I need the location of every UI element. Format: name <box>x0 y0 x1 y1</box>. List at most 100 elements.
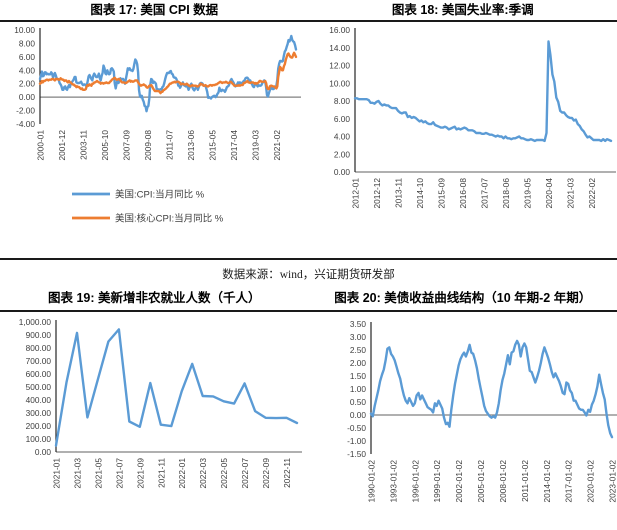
figure-titles-row-1: 图表 17: 美国 CPI 数据 图表 18: 美国失业率:季调 <box>0 0 617 20</box>
svg-text:1999-01-02: 1999-01-02 <box>432 460 442 503</box>
svg-text:2011-07: 2011-07 <box>164 130 174 160</box>
svg-text:2014-01-02: 2014-01-02 <box>541 460 551 503</box>
svg-text:2.00: 2.00 <box>19 79 36 89</box>
figure-20-title: 图表 20: 美债收益曲线结构（10 年期-2 年期） <box>334 291 592 305</box>
svg-text:1990-01-02: 1990-01-02 <box>366 460 376 503</box>
svg-text:2016-08: 2016-08 <box>457 178 467 209</box>
svg-text:2008-01-02: 2008-01-02 <box>497 460 507 503</box>
svg-text:2021-07: 2021-07 <box>114 458 124 489</box>
svg-text:2022-09: 2022-09 <box>261 458 271 489</box>
svg-text:2012-12: 2012-12 <box>371 178 381 209</box>
figure-17-us-cpi: 10.00 8.00 6.00 4.00 2.00 0.00 -2.00 -4.00 2000-… <box>0 22 309 258</box>
us-nonfarm-payrolls-line-chart: 1,000.00 900.00 800.00 700.00 600.00 500.00 40… <box>19 317 302 489</box>
svg-text:-4.00: -4.00 <box>16 119 35 129</box>
us-cpi-line-chart: 10.00 8.00 6.00 4.00 2.00 0.00 -2.00 -4.002000-… <box>14 25 301 225</box>
svg-text:1993-01-02: 1993-01-02 <box>388 460 398 503</box>
svg-text:2.50: 2.50 <box>349 345 366 355</box>
svg-text:10.00: 10.00 <box>329 78 350 88</box>
figure-19-us-nonfarm-payrolls: 1,000.00 900.00 800.00 700.00 600.00 500.00 40… <box>0 312 309 524</box>
svg-text:2019-05: 2019-05 <box>522 178 532 209</box>
svg-text:3.00: 3.00 <box>349 332 366 342</box>
svg-text:900.00: 900.00 <box>26 330 52 340</box>
svg-text:2022-05: 2022-05 <box>219 458 229 489</box>
svg-text:700.00: 700.00 <box>26 356 52 366</box>
figure-titles-row-2: 图表 19: 美新增非农就业人数（千人） 图表 20: 美债收益曲线结构（10 … <box>0 287 617 310</box>
svg-text:2021-01: 2021-01 <box>52 458 62 489</box>
svg-text:2021-11: 2021-11 <box>156 458 166 488</box>
svg-text:100.00: 100.00 <box>26 434 52 444</box>
svg-text:2009-08: 2009-08 <box>143 130 153 161</box>
svg-text:-1.00: -1.00 <box>347 436 366 446</box>
svg-text:2021-03: 2021-03 <box>72 458 82 489</box>
divider-top <box>0 20 617 22</box>
svg-text:6.00: 6.00 <box>333 114 350 124</box>
svg-text:2021-05: 2021-05 <box>93 458 103 489</box>
svg-text:8.00: 8.00 <box>333 96 350 106</box>
svg-text:1,000.00: 1,000.00 <box>19 317 52 327</box>
svg-text:2021-02: 2021-02 <box>272 130 282 161</box>
svg-text:2020-01-02: 2020-01-02 <box>585 460 595 503</box>
svg-text:2021-09: 2021-09 <box>135 458 145 489</box>
svg-text:2003-11: 2003-11 <box>78 130 88 160</box>
svg-text:0.00: 0.00 <box>333 167 350 177</box>
svg-text:2012-01: 2012-01 <box>350 178 360 209</box>
svg-text:美国:核心CPI:当月同比 %: 美国:核心CPI:当月同比 % <box>115 213 224 225</box>
charts-row-1: 10.00 8.00 6.00 4.00 2.00 0.00 -2.00 -4.00 2000-… <box>0 22 617 258</box>
us-unemployment-line-chart: 16.00 14.00 12.00 10.00 8.00 6.00 4.00 2.00 0.00… <box>329 25 616 209</box>
svg-text:1996-01-02: 1996-01-02 <box>410 460 420 503</box>
svg-text:-1.50: -1.50 <box>347 449 366 459</box>
svg-text:500.00: 500.00 <box>26 382 52 392</box>
svg-text:2022-01: 2022-01 <box>177 458 187 489</box>
svg-text:2001-12: 2001-12 <box>57 130 67 161</box>
svg-text:200.00: 200.00 <box>26 421 52 431</box>
svg-text:4.00: 4.00 <box>333 132 350 142</box>
svg-text:2018-06: 2018-06 <box>500 178 510 209</box>
svg-text:-2.00: -2.00 <box>16 106 35 116</box>
svg-text:300.00: 300.00 <box>26 408 52 418</box>
svg-text:6.00: 6.00 <box>19 52 36 62</box>
svg-text:2014-10: 2014-10 <box>414 178 424 209</box>
svg-text:2017-01-02: 2017-01-02 <box>563 460 573 503</box>
svg-text:14.00: 14.00 <box>329 43 350 53</box>
svg-text:2022-03: 2022-03 <box>198 458 208 489</box>
svg-text:2021-03: 2021-03 <box>565 178 575 209</box>
svg-text:2.00: 2.00 <box>333 149 350 159</box>
divider-bottom-titles <box>0 310 617 312</box>
figure-18-us-unemployment: 16.00 14.00 12.00 10.00 8.00 6.00 4.00 2.00 0.00… <box>309 22 617 258</box>
svg-text:美国:CPI:当月同比 %: 美国:CPI:当月同比 % <box>115 189 205 201</box>
charts-row-2: 1,000.00 900.00 800.00 700.00 600.00 500.00 40… <box>0 312 617 524</box>
svg-text:2020-04: 2020-04 <box>543 178 553 209</box>
svg-text:1.00: 1.00 <box>349 384 366 394</box>
svg-text:2002-01-02: 2002-01-02 <box>454 460 464 503</box>
svg-text:0.00: 0.00 <box>19 92 36 102</box>
figure-20-yield-curve-spread: 3.50 3.00 2.50 2.00 1.50 1.00 0.50 0.00 -0.50 -1.… <box>309 312 617 524</box>
svg-text:16.00: 16.00 <box>329 25 350 35</box>
svg-text:3.50: 3.50 <box>349 319 366 329</box>
svg-text:2.00: 2.00 <box>349 358 366 368</box>
svg-text:2015-05: 2015-05 <box>207 130 217 161</box>
svg-text:2019-03: 2019-03 <box>250 130 260 161</box>
svg-text:600.00: 600.00 <box>26 369 52 379</box>
svg-text:2011-01-02: 2011-01-02 <box>519 460 529 502</box>
svg-text:0.50: 0.50 <box>349 397 366 407</box>
svg-text:2017-07: 2017-07 <box>479 178 489 209</box>
svg-text:8.00: 8.00 <box>19 38 36 48</box>
svg-text:10.00: 10.00 <box>14 25 35 35</box>
svg-text:2023-01-02: 2023-01-02 <box>607 460 617 503</box>
svg-text:2015-09: 2015-09 <box>436 178 446 209</box>
svg-text:12.00: 12.00 <box>329 61 350 71</box>
svg-text:2005-01-02: 2005-01-02 <box>476 460 486 503</box>
svg-text:2017-04: 2017-04 <box>229 130 239 161</box>
svg-text:0.00: 0.00 <box>349 410 366 420</box>
svg-text:2007-09: 2007-09 <box>121 130 131 161</box>
divider-middle <box>0 258 617 260</box>
svg-text:4.00: 4.00 <box>19 65 36 75</box>
svg-text:-0.50: -0.50 <box>347 423 366 433</box>
svg-text:2022-02: 2022-02 <box>586 178 596 209</box>
svg-text:2000-01: 2000-01 <box>36 130 46 161</box>
svg-text:2013-06: 2013-06 <box>186 130 196 161</box>
data-source-note: 数据来源：wind，兴证期货研发部 <box>222 269 395 281</box>
figure-18-title: 图表 18: 美国失业率:季调 <box>391 3 534 17</box>
svg-text:0.00: 0.00 <box>35 447 52 457</box>
